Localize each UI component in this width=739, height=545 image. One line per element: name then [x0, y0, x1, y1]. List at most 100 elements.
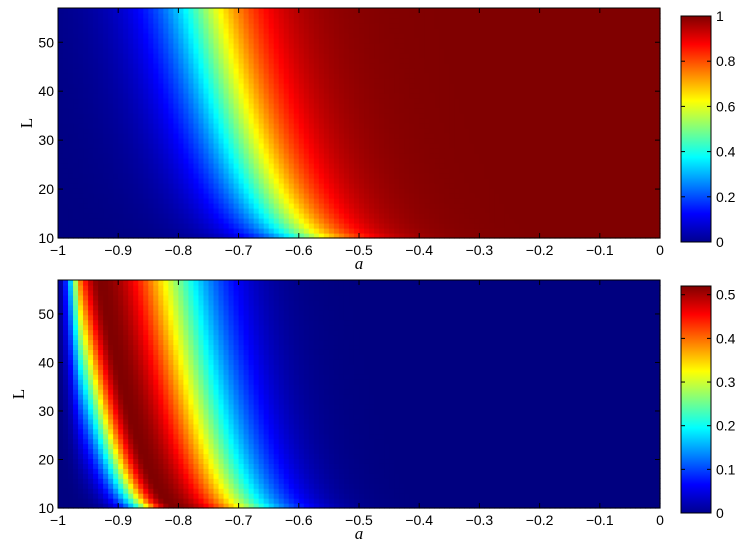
heatmap-cell [168, 108, 174, 114]
heatmap-cell [569, 188, 576, 194]
heatmap-cell [103, 133, 109, 139]
heatmap-cell [138, 83, 144, 89]
heatmap-cell [178, 223, 185, 229]
heatmap-cell [434, 193, 440, 199]
heatmap-cell [318, 38, 325, 44]
heatmap-cell [389, 163, 395, 169]
heatmap-cell [223, 38, 230, 44]
heatmap-cell [559, 213, 566, 219]
heatmap-cell [584, 53, 591, 59]
heatmap-cell [384, 68, 390, 74]
heatmap-cell [328, 43, 335, 49]
heatmap-cell [148, 33, 154, 39]
heatmap-cell [138, 78, 144, 84]
heatmap-cell [293, 53, 300, 59]
heatmap-cell [399, 118, 405, 124]
heatmap-cell [549, 223, 556, 229]
heatmap-cell [328, 53, 335, 59]
heatmap-cell [359, 208, 365, 214]
heatmap-cell [369, 103, 375, 109]
heatmap-cell [574, 128, 581, 134]
heatmap-cell [173, 228, 179, 234]
heatmap-cell [529, 203, 536, 209]
heatmap-cell [409, 138, 415, 144]
heatmap-cell [78, 18, 84, 24]
heatmap-cell [364, 193, 370, 199]
heatmap-cell [253, 63, 260, 69]
heatmap-cell [564, 188, 571, 194]
heatmap-cell [379, 218, 385, 224]
heatmap-cell [163, 188, 169, 194]
heatmap-cell [143, 208, 149, 214]
heatmap-cell [539, 73, 546, 79]
heatmap-cell [484, 38, 491, 44]
heatmap-cell [444, 83, 450, 89]
heatmap-cell [484, 143, 491, 149]
heatmap-cell [283, 193, 290, 199]
heatmap-cell [308, 138, 315, 144]
heatmap-cell [138, 138, 144, 144]
heatmap-cell [544, 113, 551, 119]
heatmap-cell [288, 128, 295, 134]
heatmap-cell [318, 43, 325, 49]
heatmap-cell [233, 218, 240, 224]
heatmap-cell [258, 38, 265, 44]
heatmap-cell [238, 38, 245, 44]
heatmap-cell [133, 23, 139, 29]
heatmap-cell [504, 173, 511, 179]
heatmap-cell [554, 63, 561, 69]
heatmap-cell [348, 68, 355, 74]
heatmap-cell [258, 23, 265, 29]
heatmap-cell [549, 123, 556, 129]
heatmap-cell [198, 123, 205, 129]
heatmap-cell [374, 173, 380, 179]
heatmap-cell [78, 113, 84, 119]
heatmap-cell [484, 153, 491, 159]
heatmap-cell [198, 83, 205, 89]
heatmap-cell [268, 58, 275, 64]
heatmap-cell [524, 113, 531, 119]
heatmap-cell [374, 138, 380, 144]
heatmap-cell [308, 98, 315, 104]
heatmap-cell [133, 128, 139, 134]
heatmap-cell [118, 138, 124, 144]
heatmap-cell [108, 163, 114, 169]
heatmap-cell [474, 218, 480, 224]
heatmap-cell [399, 233, 405, 239]
heatmap-cell [248, 173, 255, 179]
heatmap-cell [424, 143, 430, 149]
heatmap-cell [258, 158, 265, 164]
heatmap-cell [399, 83, 405, 89]
heatmap-cell [88, 183, 94, 189]
heatmap-cell [464, 18, 470, 24]
heatmap-cell [268, 148, 275, 154]
heatmap-cell [409, 113, 415, 119]
heatmap-cell [444, 8, 450, 14]
heatmap-cell [113, 28, 119, 34]
heatmap-cell [163, 18, 169, 24]
heatmap-cell [73, 18, 79, 24]
heatmap-cell [243, 163, 250, 169]
heatmap-cell [288, 233, 295, 239]
heatmap-cell [193, 48, 200, 54]
heatmap-cell [384, 53, 390, 59]
heatmap-cell [263, 8, 270, 14]
heatmap-cell [273, 153, 280, 159]
heatmap-cell [168, 178, 174, 184]
heatmap-cell [399, 73, 405, 79]
heatmap-cell [439, 83, 445, 89]
heatmap-cell [268, 53, 275, 59]
heatmap-cell [163, 13, 169, 19]
heatmap-cell [238, 58, 245, 64]
heatmap-cell [268, 63, 275, 69]
heatmap-cell [113, 218, 119, 224]
heatmap-cell [163, 88, 169, 94]
heatmap-cell [449, 188, 455, 194]
heatmap-cell [243, 208, 250, 214]
heatmap-cell [263, 183, 270, 189]
heatmap-cell [449, 123, 455, 129]
heatmap-cell [414, 228, 420, 234]
heatmap-cell [584, 33, 591, 39]
heatmap-cell [449, 198, 455, 204]
heatmap-cell [193, 178, 200, 184]
